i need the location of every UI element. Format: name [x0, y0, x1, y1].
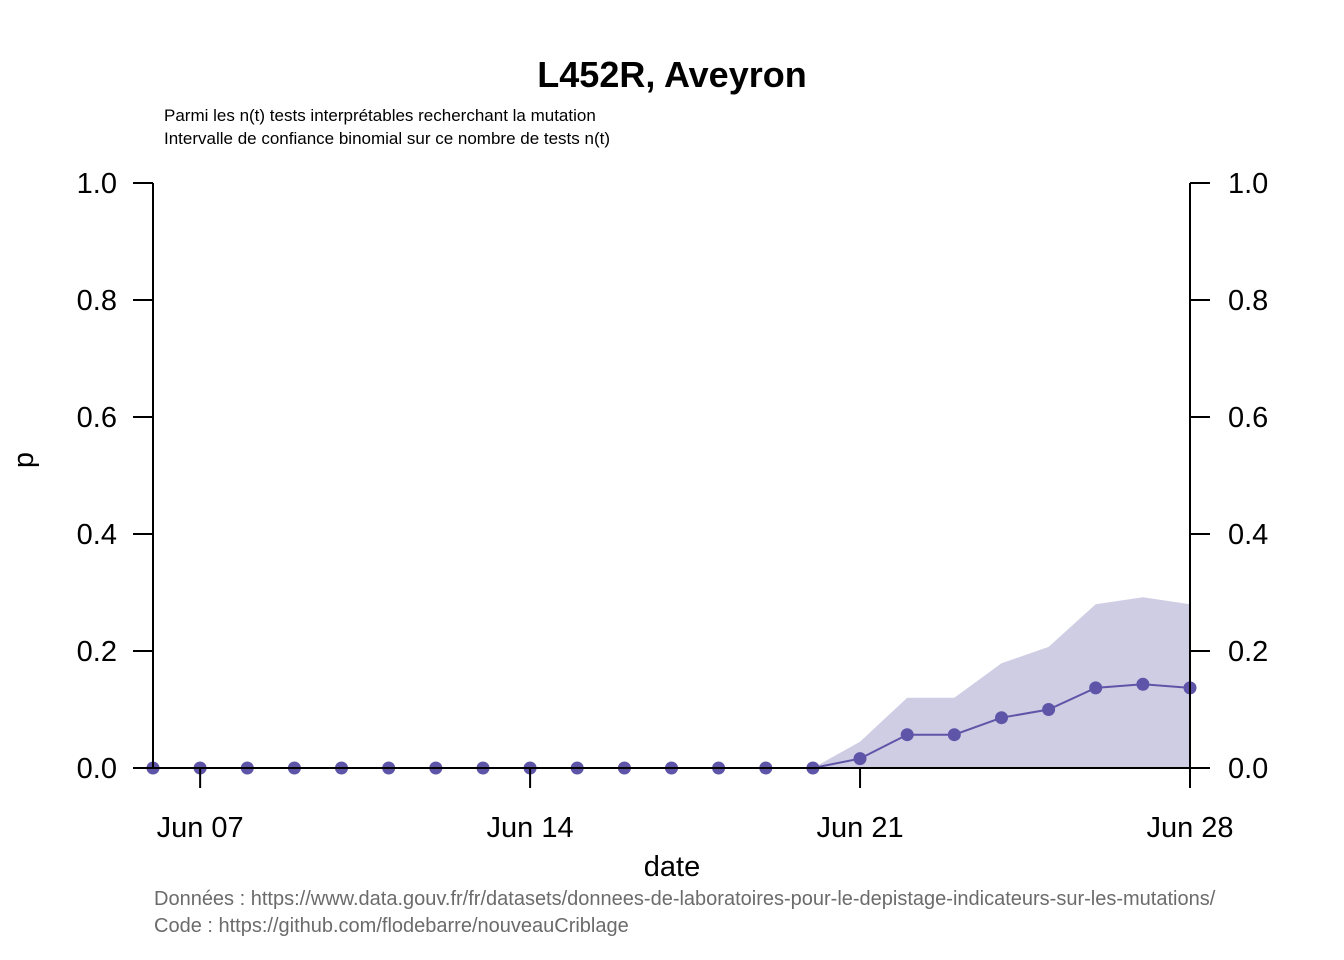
y-tick-label-left: 0.2	[77, 636, 117, 668]
data-source-note: Données : https://www.data.gouv.fr/fr/da…	[154, 888, 1216, 910]
data-point	[1089, 681, 1103, 695]
data-point	[947, 728, 961, 742]
chart-subtitle-line-1: Parmi les n(t) tests interprétables rech…	[164, 106, 596, 125]
y-tick-label-right: 0.2	[1228, 636, 1268, 668]
y-tick-label-right: 0.6	[1228, 402, 1268, 434]
axes-layer: 0.0 0.0 0.2 0.2 0.4 0.4 0.6 0.6 0.8 0.8 1.0 1.0 Jun …	[8, 168, 1268, 883]
y-tick-label-right: 0.4	[1228, 519, 1268, 551]
chart-subtitle-line-2: Intervalle de confiance binomial sur ce …	[164, 129, 611, 148]
x-tick-label: Jun 07	[157, 812, 244, 844]
y-tick-label-right: 0.8	[1228, 285, 1268, 317]
y-tick-label-left: 0.0	[77, 753, 117, 785]
data-point	[853, 752, 867, 766]
y-tick-label-left: 0.8	[77, 285, 117, 317]
y-tick-label-left: 0.6	[77, 402, 117, 434]
data-point	[1136, 677, 1150, 691]
x-axis-label: date	[644, 851, 700, 883]
y-tick-label-right: 1.0	[1228, 168, 1268, 200]
x-tick-label: Jun 21	[817, 812, 904, 844]
y-tick-label-right: 0.0	[1228, 753, 1268, 785]
y-axis-label: p	[8, 452, 40, 468]
y-tick-label-left: 0.4	[77, 519, 117, 551]
data-point	[995, 711, 1008, 725]
data-point	[900, 728, 914, 742]
chart-title: L452R, Aveyron	[537, 54, 807, 95]
confidence-band-layer	[153, 597, 1190, 768]
x-tick-label: Jun 28	[1146, 812, 1233, 844]
code-source-note: Code : https://github.com/flodebarre/nou…	[154, 915, 629, 937]
x-tick-label: Jun 14	[487, 812, 574, 844]
confidence-band	[153, 597, 1190, 768]
data-point	[1042, 703, 1056, 716]
y-tick-label-left: 1.0	[77, 168, 117, 200]
